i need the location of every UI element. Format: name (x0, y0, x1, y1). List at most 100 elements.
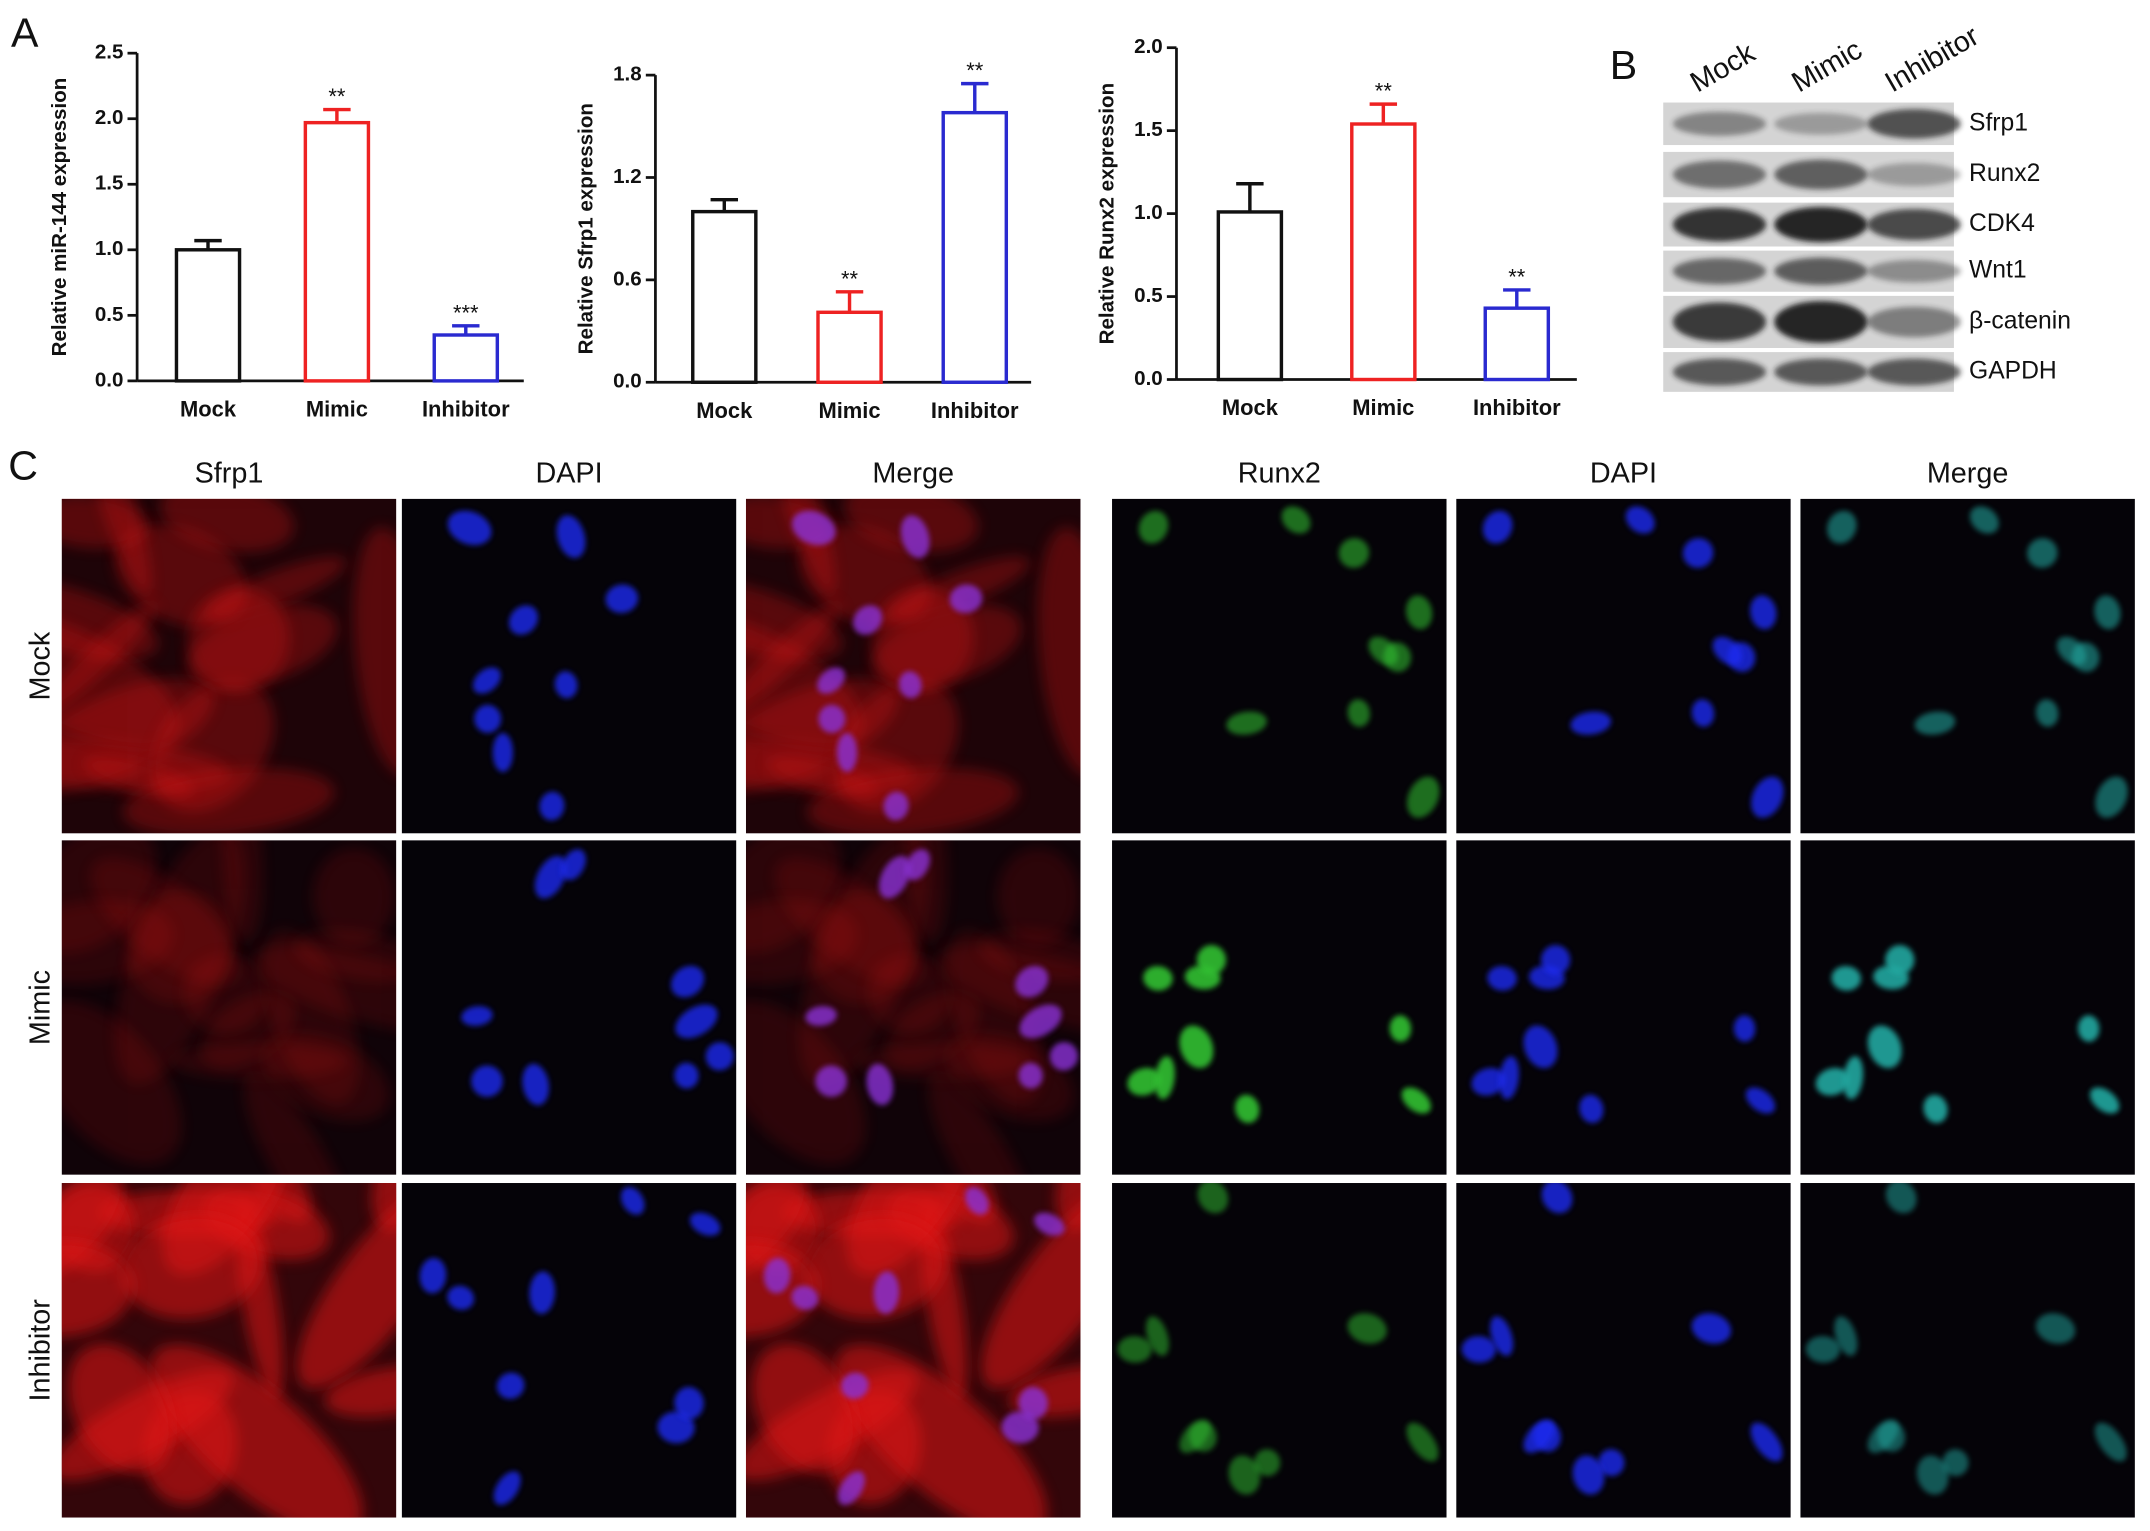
nucleus (1138, 510, 1169, 544)
nucleus (1281, 506, 1311, 534)
y-tick-label: 1.8 (613, 63, 642, 86)
significance: ** (841, 266, 859, 291)
panel-label: A (11, 9, 39, 55)
cytoplasm (82, 498, 152, 596)
significance: ** (328, 84, 346, 109)
nucleus (1001, 1411, 1039, 1444)
nucleus (1541, 1183, 1573, 1214)
nucleus (522, 1063, 550, 1106)
nucleus (900, 515, 930, 559)
micrograph (401, 840, 737, 1175)
nucleus (474, 704, 502, 733)
blot-band (1867, 358, 1961, 386)
image-background (1112, 840, 1447, 1175)
protein-label: CDK4 (1969, 210, 2035, 237)
nucleus (472, 667, 501, 694)
image-background (401, 840, 737, 1175)
nucleus (1826, 510, 1857, 544)
cytoplasm (251, 945, 397, 1036)
micrograph (1456, 1183, 1791, 1518)
nucleus (1228, 1455, 1261, 1495)
cytoplasm (312, 847, 396, 945)
cytoplasm (150, 1344, 363, 1518)
blot-band (1774, 301, 1868, 343)
lane-label: Mimic (1786, 34, 1867, 99)
nucleus (2035, 699, 2059, 727)
nucleus (670, 965, 705, 998)
cytoplasm (928, 1074, 1038, 1175)
micrograph (401, 1183, 737, 1518)
blot-band (1774, 358, 1868, 386)
nucleus (791, 510, 836, 546)
nucleus (1523, 1419, 1555, 1454)
y-tick-label: 0.5 (95, 303, 124, 326)
nucleus (1598, 1449, 1625, 1477)
nucleus (1226, 711, 1267, 735)
nucleus (1196, 945, 1227, 975)
bar (941, 110, 1009, 384)
micrograph (1800, 1183, 2135, 1518)
cytoplasm (61, 1000, 182, 1165)
y-tick-label: 2.5 (95, 41, 124, 64)
nucleus (1347, 1313, 1387, 1344)
nucleus (471, 1065, 503, 1097)
nucleus (620, 1186, 645, 1215)
nucleus (818, 704, 846, 733)
blot-band (1867, 259, 1961, 283)
image-background (1800, 840, 2135, 1175)
significance: *** (453, 300, 479, 325)
nucleus (883, 791, 909, 821)
nucleus (1049, 1042, 1078, 1071)
column-header: Merge (872, 457, 954, 489)
nucleus (534, 855, 567, 899)
cytoplasm (67, 1343, 174, 1474)
x-tick-label: Mimic (306, 397, 368, 422)
nucleus (1691, 699, 1715, 727)
y-tick-label: 0.5 (1134, 284, 1163, 307)
nucleus (674, 1062, 699, 1089)
nucleus (1885, 945, 1915, 975)
nucleus (461, 1006, 493, 1026)
protein-label: Wnt1 (1969, 257, 2027, 284)
nucleus (866, 1063, 894, 1106)
nucleus (878, 855, 911, 899)
nucleus (1733, 1015, 1756, 1042)
cytoplasm (371, 1183, 397, 1231)
nucleus (837, 1471, 865, 1506)
nucleus (605, 584, 639, 614)
nucleus (539, 791, 565, 821)
nucleus (1570, 711, 1612, 735)
cytoplasm (807, 767, 1019, 834)
blot-band (1867, 208, 1961, 241)
cytoplasm (981, 1183, 1081, 1389)
nucleus (1117, 1335, 1152, 1363)
nucleus (556, 515, 586, 559)
row-label: Inhibitor (24, 1299, 56, 1402)
cytoplasm (61, 498, 149, 549)
nucleus (805, 1006, 837, 1026)
nucleus (447, 510, 492, 546)
nucleus (1867, 1025, 1902, 1069)
nucleus (2077, 1015, 2100, 1042)
significance: ** (1508, 264, 1526, 289)
micrograph (745, 498, 1081, 834)
micrograph (1112, 498, 1447, 834)
cytoplasm (187, 587, 290, 693)
nucleus (1197, 1183, 1229, 1214)
blot-band (1672, 207, 1767, 242)
nucleus (657, 1411, 695, 1444)
y-tick-label: 1.5 (1134, 118, 1163, 141)
bar (174, 248, 242, 383)
nucleus (763, 1257, 791, 1294)
lane-label: Inhibitor (1880, 20, 1985, 99)
y-tick-label: 1.0 (1134, 201, 1163, 224)
nucleus (529, 1271, 555, 1314)
nucleus (1018, 1386, 1048, 1420)
nucleus (689, 1212, 721, 1236)
x-tick-label: Mock (1222, 395, 1279, 420)
y-axis-label: Relative miR-144 expression (48, 78, 71, 357)
x-tick-label: Mimic (1352, 395, 1414, 420)
column-header: Merge (1927, 457, 2009, 489)
column-header: DAPI (535, 457, 602, 489)
y-axis-label: Relative Runx2 expression (1095, 83, 1118, 345)
